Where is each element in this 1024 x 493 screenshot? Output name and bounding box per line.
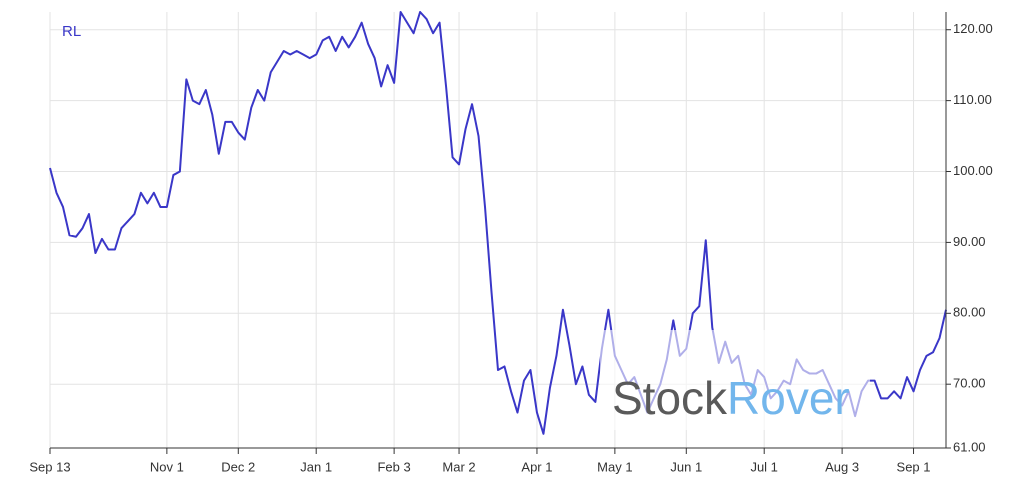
x-tick-label: Jan 1	[300, 459, 332, 474]
legend-label: RL	[62, 23, 81, 40]
watermark-part: Rover	[727, 372, 850, 424]
x-tick-label: Jun 1	[670, 459, 702, 474]
x-tick-label: Feb 3	[377, 459, 410, 474]
x-tick-label: Sep 13	[29, 459, 70, 474]
x-tick-label: Apr 1	[521, 459, 552, 474]
x-tick-label: Nov 1	[150, 459, 184, 474]
y-tick-label: 70.00	[953, 376, 986, 391]
x-tick-label: Sep 1	[897, 459, 931, 474]
y-tick-label: 110.00	[953, 92, 992, 107]
x-tick-label: Dec 2	[221, 459, 255, 474]
grid	[49, 12, 946, 449]
watermark: StockRover	[612, 372, 850, 424]
x-tick-label: May 1	[597, 459, 632, 474]
watermark-backdrop	[600, 330, 870, 430]
watermark-part: Stock	[612, 372, 728, 424]
y-tick-label: 90.00	[953, 234, 986, 249]
y-tick-label: 100.00	[953, 163, 993, 178]
y-tick-label: 61.00	[953, 439, 986, 454]
x-tick-label: Mar 2	[442, 459, 475, 474]
x-tick-label: Jul 1	[750, 459, 777, 474]
x-tick-label: Aug 3	[825, 459, 859, 474]
y-tick-label: 120.00	[953, 21, 993, 36]
y-tick-label: 80.00	[953, 305, 986, 320]
